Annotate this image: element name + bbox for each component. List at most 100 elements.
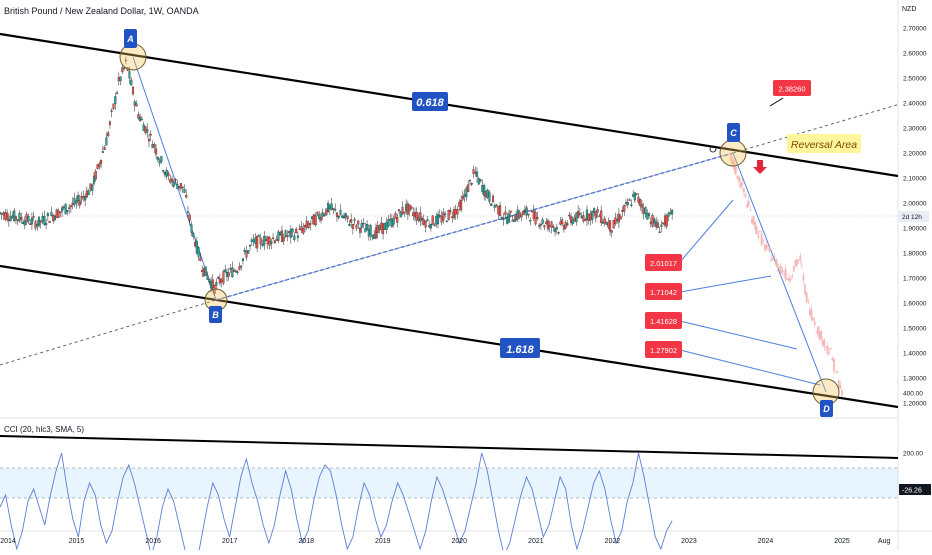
candle-body <box>601 222 604 224</box>
time-scale[interactable]: 2014 2015 2016 2017 2018 2019 2020 2021 2022 2023… <box>0 538 890 545</box>
candle-body <box>305 220 308 228</box>
candle-body <box>630 204 633 206</box>
reversal-area-box[interactable] <box>787 134 861 153</box>
candle-body <box>217 277 220 279</box>
candle-body <box>334 208 337 211</box>
price-box-1-27902[interactable] <box>645 341 682 358</box>
projected-candle-body <box>773 255 776 258</box>
trend-line-extension-left <box>0 299 217 366</box>
candle-body <box>234 270 237 273</box>
candle-body <box>76 195 80 202</box>
candle-body <box>571 219 574 224</box>
candle-body <box>264 239 268 241</box>
price-box-2-01017[interactable] <box>645 254 682 271</box>
trend-line-extension-right <box>732 103 901 154</box>
candle-body <box>355 225 358 229</box>
candle-body <box>406 203 409 215</box>
cci-line <box>0 452 673 555</box>
price-tick-label: 2.70000 <box>903 26 927 33</box>
candle-body <box>94 170 97 180</box>
projected-candle-body <box>738 177 740 183</box>
projected-candle-body <box>731 159 734 164</box>
price-box-1-71042[interactable] <box>645 283 682 300</box>
candle-body <box>644 207 647 215</box>
time-tick-label: 2021 <box>528 538 544 545</box>
price-box-2-38260[interactable] <box>773 80 811 96</box>
candle-body <box>561 219 564 225</box>
projected-candle-body <box>833 358 835 372</box>
cci-trend-line[interactable] <box>0 435 899 459</box>
fib-1-618-label: 1.618 <box>506 344 534 356</box>
fib-0-618-badge[interactable] <box>412 92 448 111</box>
point-c-circle <box>719 139 747 167</box>
candle-body <box>296 235 299 238</box>
candle-body <box>7 219 10 222</box>
projected-candle-body <box>762 239 765 241</box>
candle-body <box>80 196 83 200</box>
point-d-badge[interactable] <box>820 400 833 417</box>
candle-body <box>179 183 182 189</box>
candle-body <box>66 210 69 212</box>
candle-body <box>472 169 475 174</box>
point-b-badge[interactable] <box>209 306 222 323</box>
candle-body <box>73 198 76 205</box>
candle-body <box>319 217 323 221</box>
price-box-1-41628[interactable] <box>645 312 682 329</box>
down-arrow-icon <box>753 160 767 174</box>
candle-body <box>390 218 393 227</box>
cci-tick-label: 200.00 <box>903 451 923 458</box>
price-box-2-01017-text: 2.01017 <box>650 259 677 268</box>
point-c-badge[interactable] <box>727 123 740 142</box>
candle-body <box>339 210 342 216</box>
channel-lower-line[interactable] <box>0 264 899 409</box>
candle-body <box>671 209 674 215</box>
candle-body <box>548 225 551 227</box>
candle-body <box>14 216 18 220</box>
candle-body <box>311 216 314 220</box>
candle-body <box>488 192 491 202</box>
candle-body <box>374 227 378 239</box>
time-tick-label: 2025 <box>834 538 850 545</box>
projected-candle-body <box>810 309 813 320</box>
candle-body <box>0 212 2 214</box>
candle-body <box>50 211 53 216</box>
candle-body <box>211 279 214 288</box>
projected-candle-body <box>776 263 779 269</box>
point-a-badge[interactable] <box>124 29 137 48</box>
candle-body <box>353 219 356 221</box>
candle-body <box>250 239 253 242</box>
candle-body <box>536 216 539 220</box>
candle-body <box>431 215 434 225</box>
candle-body <box>55 209 58 219</box>
candle-body <box>585 209 589 221</box>
candle-body <box>108 121 111 125</box>
fib-1-618-badge[interactable] <box>500 338 540 358</box>
candle-body <box>204 266 207 276</box>
candle-body <box>591 211 594 220</box>
candle-body <box>225 272 229 277</box>
projected-candle-body <box>826 345 829 354</box>
candle-body <box>190 224 193 233</box>
candle-body <box>646 212 649 220</box>
candle-body <box>158 160 161 164</box>
projected-candle-body <box>751 219 753 223</box>
candle-body <box>341 215 344 218</box>
channel-upper-line[interactable] <box>0 32 899 178</box>
candle-body <box>417 217 420 222</box>
price-scale[interactable]: 2.70000 2.60000 2.50000 2.40000 2.30000 2.200… <box>903 26 927 408</box>
projection-arrows <box>679 97 821 386</box>
candle-body <box>421 218 424 221</box>
candle-body <box>114 96 117 104</box>
candle-body <box>110 110 113 112</box>
candle-body <box>637 196 640 203</box>
candle-body <box>383 223 386 230</box>
candle-body <box>273 240 276 244</box>
candle-body <box>357 220 360 225</box>
candle-body <box>39 220 42 223</box>
candle-body <box>621 210 624 212</box>
candle-body <box>0 213 3 215</box>
candle-body <box>165 169 168 177</box>
